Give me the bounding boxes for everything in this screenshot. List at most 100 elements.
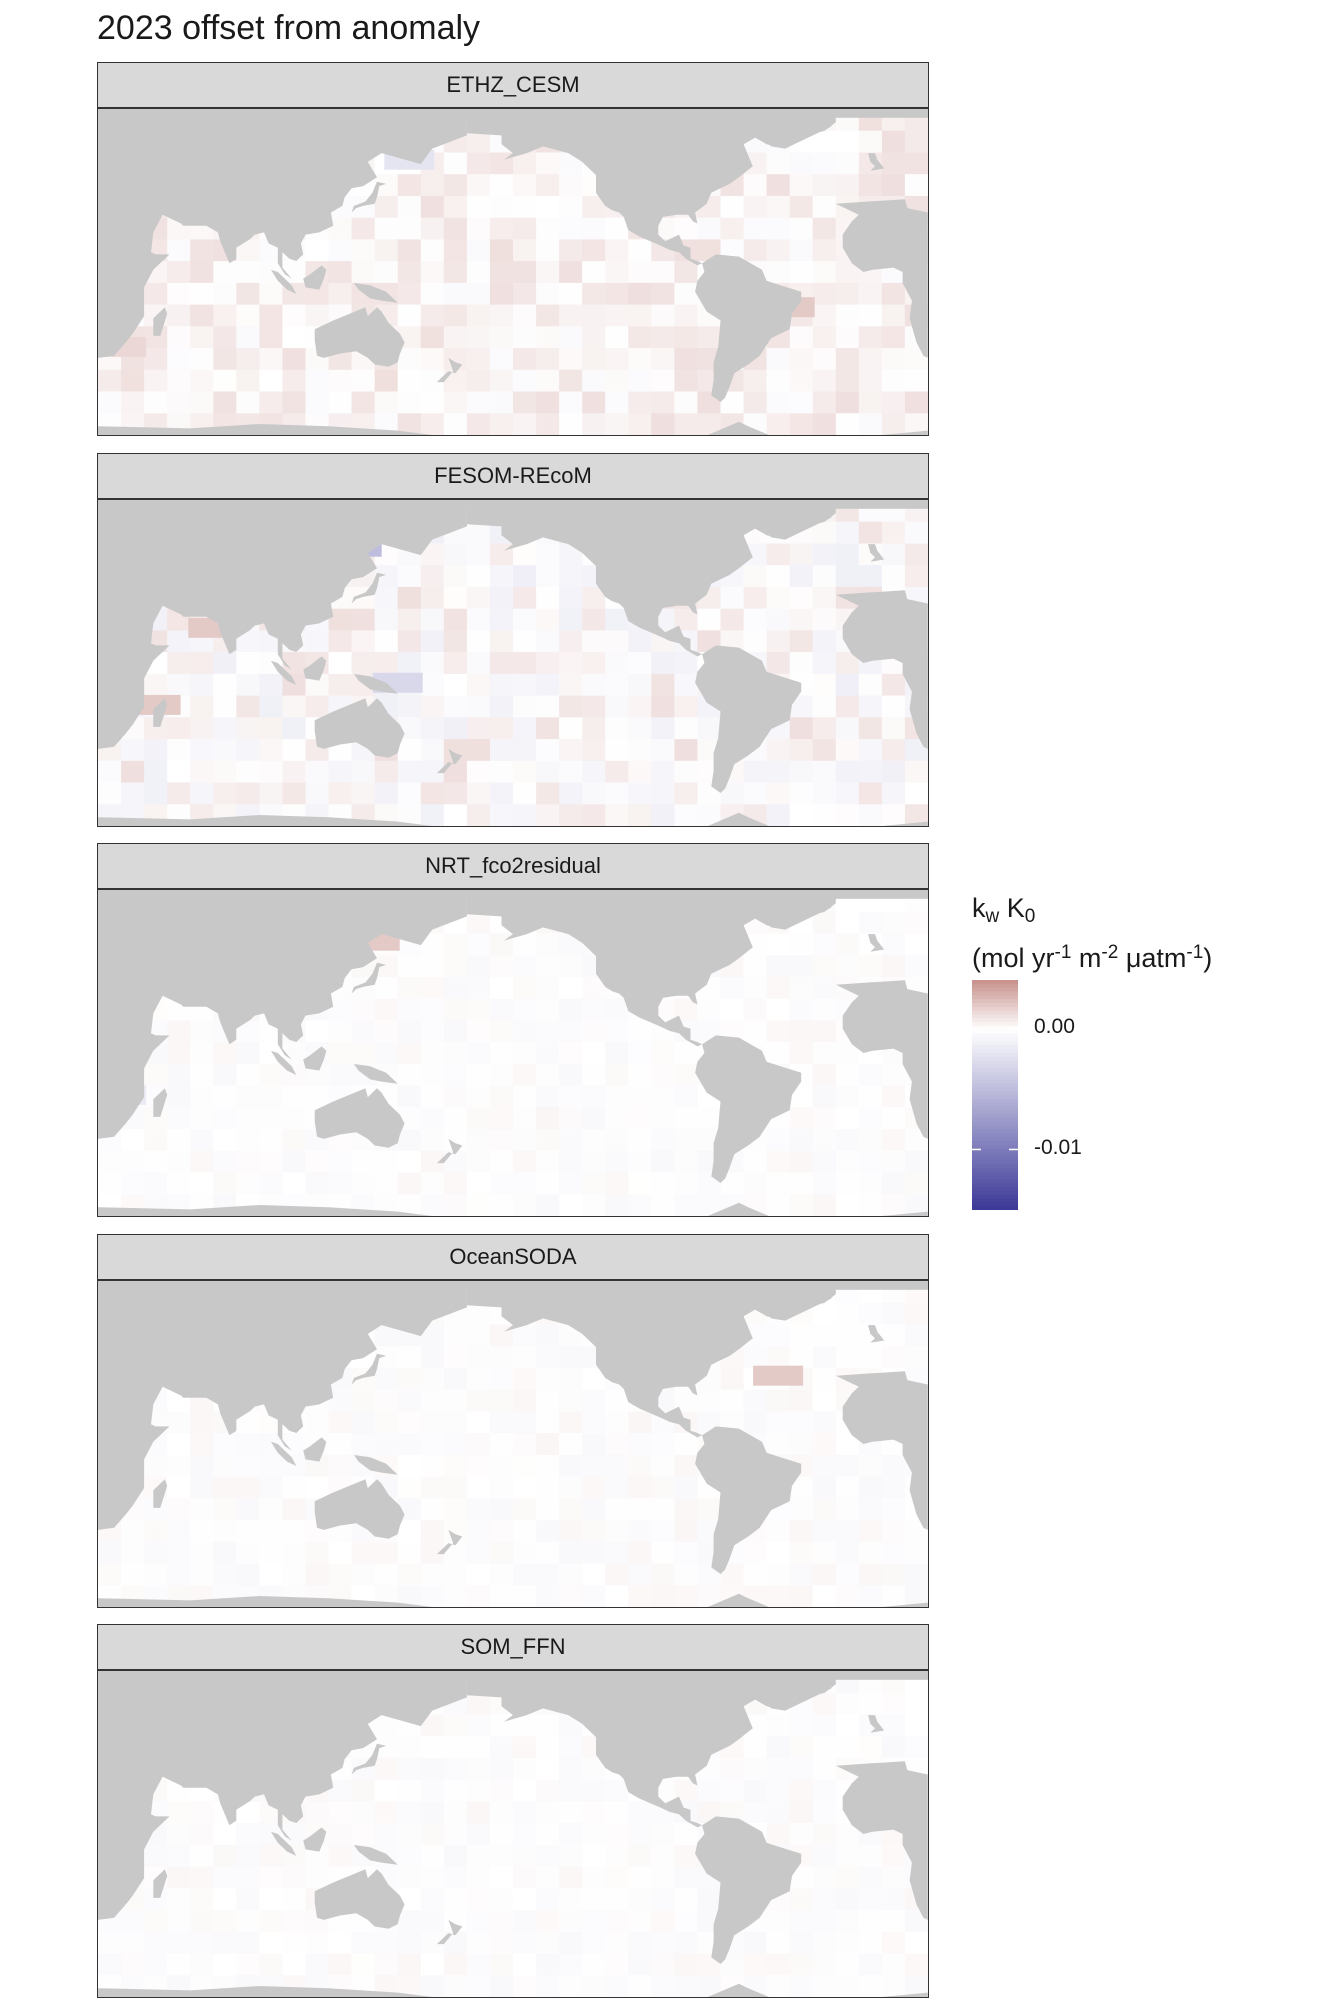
- field-cell: [443, 326, 468, 349]
- field-cell: [513, 1888, 537, 1911]
- field-cell: [766, 239, 791, 262]
- field-cell: [605, 1476, 629, 1499]
- field-cell: [121, 782, 145, 805]
- field-cell: [835, 1433, 860, 1456]
- field-cell: [259, 1563, 283, 1586]
- field-cell: [789, 1520, 814, 1543]
- field-cell: [466, 739, 491, 762]
- field-cell: [812, 911, 837, 934]
- field-cell: [259, 282, 283, 306]
- field-cell: [651, 1866, 675, 1889]
- field-cell: [489, 565, 514, 588]
- land-layer: [98, 500, 928, 826]
- field-cell: [443, 195, 468, 219]
- field-cell: [466, 1129, 491, 1152]
- field-cell: [605, 1844, 629, 1868]
- colorbar-step: [972, 1006, 1018, 1012]
- field-cell: [582, 1389, 606, 1412]
- world-map: [98, 1671, 928, 1997]
- land-southamerica: [695, 1035, 802, 1183]
- field-cell: [835, 739, 860, 762]
- colorbar-tick-label: -0.01: [1034, 1136, 1082, 1160]
- colorbar-step: [972, 980, 1018, 985]
- field-cell: [743, 586, 768, 610]
- field-cell: [812, 391, 837, 414]
- field-cell: [789, 1020, 814, 1043]
- land-australia: [314, 307, 405, 367]
- field-cell: [443, 1107, 468, 1130]
- field-cell: [98, 1563, 122, 1586]
- colorbar-step: [972, 1026, 1018, 1031]
- field-cell: [674, 1585, 698, 1607]
- field-cell: [236, 348, 260, 371]
- field-cell: [144, 1563, 168, 1586]
- field-cell: [812, 1888, 837, 1911]
- field-cell: [628, 1910, 652, 1933]
- field-cell: [513, 1866, 537, 1889]
- field-cell: [513, 1975, 537, 1997]
- field-cell: [236, 630, 260, 653]
- field-cell: [466, 673, 491, 697]
- field-cell: [236, 282, 260, 306]
- field-cell: [881, 695, 906, 718]
- field-cell: [881, 348, 906, 371]
- field-cell: [812, 1302, 837, 1325]
- field-cell: [259, 1085, 283, 1108]
- field-cell: [236, 1823, 260, 1846]
- field-cell: [766, 565, 791, 588]
- field-cell: [720, 586, 745, 610]
- field-cell: [559, 1454, 583, 1478]
- field-cell: [420, 739, 445, 762]
- field-cell: [328, 1063, 353, 1087]
- field-cell: [582, 804, 606, 826]
- field-cell: [697, 1498, 721, 1521]
- field-cell: [489, 1107, 514, 1130]
- field-cell: [236, 717, 260, 740]
- field-cell: [443, 239, 468, 262]
- field-cell: [466, 1324, 491, 1347]
- field-cell: [443, 1563, 468, 1586]
- field-cell: [397, 586, 422, 610]
- field-cell: [536, 717, 560, 740]
- field-cell: [904, 1172, 928, 1195]
- field-cell: [420, 673, 445, 697]
- field-cell: [397, 1953, 422, 1976]
- colorbar-step: [972, 1114, 1018, 1119]
- field-cell: [835, 717, 860, 740]
- field-cell: [536, 1389, 560, 1412]
- field-cell: [213, 326, 237, 349]
- field-cell: [190, 695, 214, 718]
- field-cell: [190, 1129, 214, 1152]
- field-cell: [351, 217, 376, 240]
- field-cell: [513, 1324, 537, 1347]
- land-borneo: [303, 1046, 327, 1071]
- field-cell: [789, 933, 814, 956]
- field-cell: [881, 326, 906, 349]
- field-cell: [858, 174, 883, 197]
- field-cell: [651, 1520, 675, 1543]
- field-cell: [536, 1172, 560, 1195]
- field-cell: [559, 976, 583, 1000]
- field-cell: [213, 282, 237, 306]
- land-eurasia: [98, 1671, 467, 1920]
- colorbar-step: [972, 1133, 1018, 1138]
- field-cell: [489, 1975, 514, 1997]
- field-cell: [858, 804, 883, 826]
- field-cell: [190, 1541, 214, 1564]
- field-cell: [466, 413, 491, 435]
- field-cell: [489, 195, 514, 219]
- field-cell: [351, 1172, 376, 1195]
- field-cell: [167, 1931, 191, 1954]
- field-cell: [605, 239, 629, 262]
- field-cell: [766, 1042, 791, 1065]
- field-cell: [605, 608, 629, 631]
- units-part: m: [1071, 943, 1102, 973]
- field-cell: [397, 1585, 422, 1607]
- field-cell: [466, 1346, 491, 1369]
- field-cell: [697, 717, 721, 740]
- field-cell: [582, 1433, 606, 1456]
- field-cell: [582, 1563, 606, 1586]
- field-cell: [881, 739, 906, 762]
- land-australia: [314, 1869, 405, 1929]
- field-cell: [628, 1107, 652, 1130]
